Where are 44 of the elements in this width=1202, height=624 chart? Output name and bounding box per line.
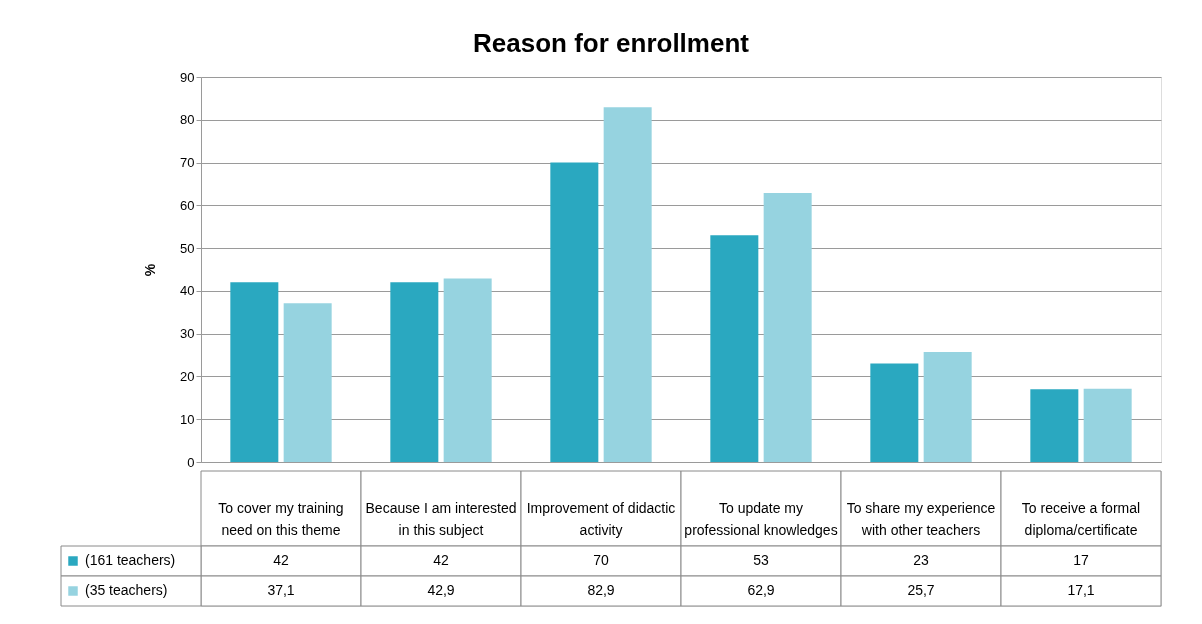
bar bbox=[763, 192, 812, 462]
data-label: 62,9 bbox=[747, 582, 775, 598]
data-label: 23 bbox=[913, 552, 929, 568]
y-tick-label: 60 bbox=[180, 197, 195, 213]
data-label: 42 bbox=[273, 552, 289, 568]
x-tick-label: To receive a formal diploma/certificate bbox=[1021, 499, 1141, 538]
bar bbox=[603, 107, 652, 462]
legend-label: (35 teachers) bbox=[85, 582, 168, 598]
bar bbox=[923, 352, 972, 462]
bar bbox=[1030, 389, 1079, 462]
bar bbox=[230, 282, 279, 462]
data-label: 42 bbox=[433, 552, 449, 568]
bar bbox=[870, 363, 919, 462]
x-tick-label: To cover my training need on this theme bbox=[218, 499, 344, 538]
data-label: 37,1 bbox=[267, 582, 295, 598]
x-tick-label: Improvement of didactic activity bbox=[526, 499, 676, 538]
data-label: 82,9 bbox=[587, 582, 615, 598]
y-tick-label: 10 bbox=[180, 411, 195, 427]
x-tick-label: To share my experience with other teachers bbox=[846, 499, 996, 538]
data-label: 53 bbox=[753, 552, 769, 568]
y-tick-label: 90 bbox=[180, 69, 195, 85]
data-label: 25,7 bbox=[907, 582, 935, 598]
data-label: 70 bbox=[593, 552, 609, 568]
bar bbox=[1083, 388, 1132, 462]
bar bbox=[443, 278, 492, 462]
y-axis-title: % bbox=[141, 263, 158, 277]
bar bbox=[283, 303, 332, 462]
data-label: 42,9 bbox=[427, 582, 455, 598]
chart-title: Reason for enrollment bbox=[473, 27, 750, 58]
x-tick-label: Because I am interested in this subject bbox=[365, 499, 517, 538]
bar bbox=[710, 235, 759, 462]
legend-label: (161 teachers) bbox=[85, 552, 176, 568]
y-tick-label: 20 bbox=[180, 368, 195, 384]
y-tick-label: 70 bbox=[180, 155, 195, 171]
data-label: 17 bbox=[1073, 552, 1089, 568]
y-tick-label: 50 bbox=[180, 240, 195, 256]
bar bbox=[390, 282, 439, 462]
x-tick-label: To update my professional knowledges bbox=[684, 499, 838, 538]
y-tick-label: 40 bbox=[180, 283, 195, 299]
y-tick-label: 0 bbox=[187, 454, 195, 470]
y-tick-label: 80 bbox=[180, 112, 195, 128]
y-tick-label: 30 bbox=[180, 326, 195, 342]
data-label: 17,1 bbox=[1067, 582, 1095, 598]
bar bbox=[550, 162, 599, 462]
